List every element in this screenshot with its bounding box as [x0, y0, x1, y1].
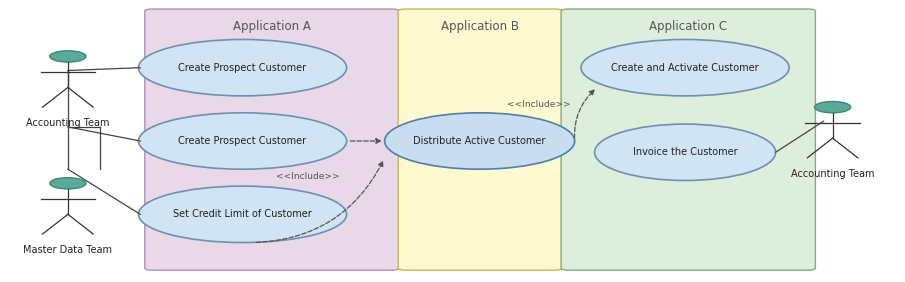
Ellipse shape: [581, 39, 789, 96]
Circle shape: [814, 102, 851, 113]
Text: Create and Activate Customer: Create and Activate Customer: [611, 63, 759, 73]
Ellipse shape: [385, 113, 575, 169]
Ellipse shape: [138, 39, 347, 96]
Ellipse shape: [138, 186, 347, 243]
Text: Create Prospect Customer: Create Prospect Customer: [178, 63, 307, 73]
Text: <<Include>>: <<Include>>: [507, 100, 570, 109]
Text: Accounting Team: Accounting Team: [791, 169, 874, 179]
Text: <<Include>>: <<Include>>: [276, 172, 339, 181]
Ellipse shape: [138, 113, 347, 169]
Text: Set Credit Limit of Customer: Set Credit Limit of Customer: [173, 209, 312, 219]
Circle shape: [50, 51, 86, 62]
FancyBboxPatch shape: [561, 9, 815, 270]
Ellipse shape: [595, 124, 776, 180]
Text: Application B: Application B: [441, 20, 519, 33]
FancyBboxPatch shape: [145, 9, 399, 270]
Text: Master Data Team: Master Data Team: [24, 245, 112, 255]
Text: Create Prospect Customer: Create Prospect Customer: [178, 136, 307, 146]
Text: Application A: Application A: [233, 20, 311, 33]
FancyBboxPatch shape: [398, 9, 562, 270]
Text: Accounting Team: Accounting Team: [26, 118, 110, 128]
Text: Application C: Application C: [649, 20, 728, 33]
Text: Invoice the Customer: Invoice the Customer: [633, 147, 738, 157]
Circle shape: [50, 178, 86, 189]
Text: Distribute Active Customer: Distribute Active Customer: [414, 136, 546, 146]
